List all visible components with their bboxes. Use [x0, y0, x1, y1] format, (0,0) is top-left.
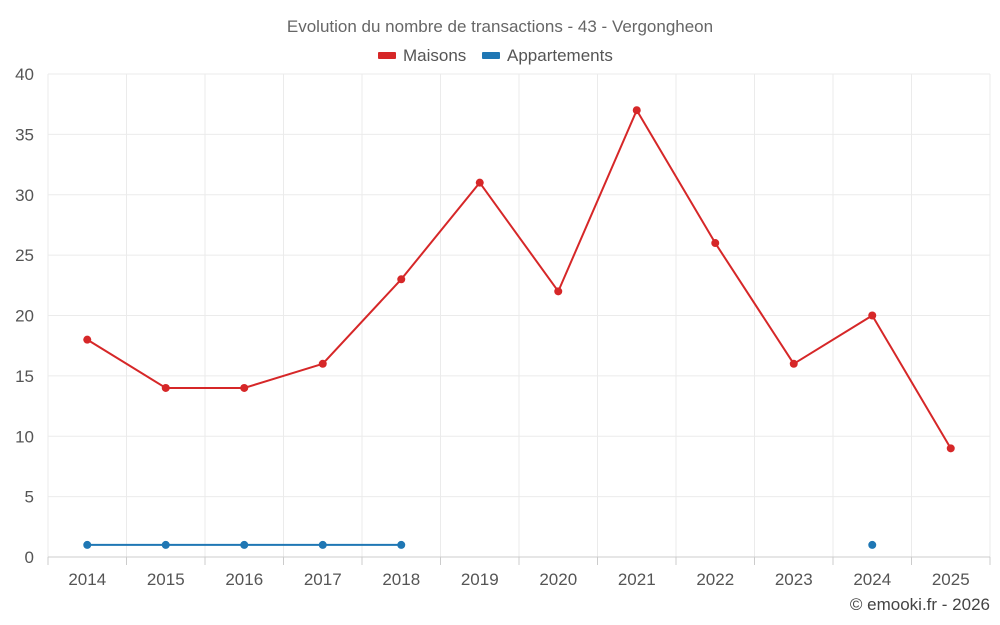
data-point[interactable]: [161, 383, 170, 392]
x-tick-label: 2025: [932, 570, 970, 589]
legend-swatch-appartements: [482, 52, 500, 59]
x-tick-label: 2024: [853, 570, 891, 589]
x-tick-label: 2015: [147, 570, 185, 589]
data-point[interactable]: [83, 335, 92, 344]
data-point[interactable]: [240, 383, 249, 392]
legend-swatch-maisons: [378, 52, 396, 59]
data-point[interactable]: [868, 540, 877, 549]
x-tick-label: 2023: [775, 570, 813, 589]
legend-item-maisons[interactable]: Maisons: [378, 46, 466, 65]
x-tick-label: 2020: [539, 570, 577, 589]
x-tick-label: 2021: [618, 570, 656, 589]
data-point[interactable]: [240, 540, 249, 549]
y-tick-label: 30: [15, 186, 34, 205]
x-axis: 2014 2015 2016 2017 2018 2019 2020 2021 2022 2023…: [47, 556, 991, 589]
data-point[interactable]: [868, 311, 877, 320]
y-tick-label: 0: [25, 548, 34, 567]
data-point[interactable]: [397, 275, 406, 284]
data-point[interactable]: [83, 540, 92, 549]
legend-item-appartements[interactable]: Appartements: [482, 46, 613, 65]
series-line: [86, 109, 952, 449]
series-layer: [83, 106, 955, 549]
data-point[interactable]: [632, 106, 641, 115]
data-point[interactable]: [554, 287, 563, 296]
chart-title: Evolution du nombre de transactions - 43…: [287, 17, 713, 36]
grid: [47, 73, 991, 557]
y-tick-label: 40: [15, 65, 34, 84]
data-point[interactable]: [397, 540, 406, 549]
x-tick-label: 2018: [382, 570, 420, 589]
legend-label-appartements: Appartements: [507, 46, 613, 65]
series-appartements: [83, 540, 877, 549]
data-point[interactable]: [711, 239, 720, 248]
x-tick-label: 2014: [68, 570, 106, 589]
y-tick-label: 5: [25, 488, 34, 507]
x-tick-label: 2017: [304, 570, 342, 589]
data-point[interactable]: [318, 540, 327, 549]
credit-text: © emooki.fr - 2026: [850, 595, 990, 614]
data-point[interactable]: [475, 178, 484, 187]
data-point[interactable]: [161, 540, 170, 549]
data-point[interactable]: [946, 444, 955, 453]
y-axis: 0 5 10 15 20 25 30 35 40: [15, 65, 34, 567]
y-tick-label: 25: [15, 246, 34, 265]
legend: Maisons Appartements: [378, 46, 613, 65]
data-point[interactable]: [789, 359, 798, 368]
y-tick-label: 10: [15, 427, 34, 446]
series-maisons: [83, 106, 955, 453]
x-tick-label: 2019: [461, 570, 499, 589]
legend-label-maisons: Maisons: [403, 46, 466, 65]
y-tick-label: 15: [15, 367, 34, 386]
y-tick-label: 20: [15, 307, 34, 326]
x-tick-label: 2022: [696, 570, 734, 589]
data-point[interactable]: [318, 359, 327, 368]
y-tick-label: 35: [15, 125, 34, 144]
x-tick-label: 2016: [225, 570, 263, 589]
